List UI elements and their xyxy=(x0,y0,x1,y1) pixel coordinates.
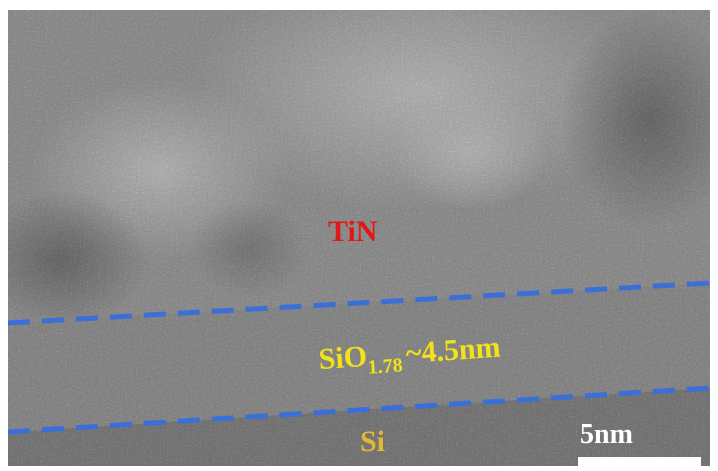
scale-bar xyxy=(578,457,701,466)
subscript: 1.78 xyxy=(367,354,403,378)
layer-label: Si xyxy=(360,425,385,458)
layer-label: TiN xyxy=(328,215,378,248)
formula: SiO xyxy=(318,340,369,376)
thickness: ~4.5nm xyxy=(405,331,502,371)
scale-bar-label: 5nm xyxy=(580,419,633,450)
micrograph: TiN SiO1.78~4.5nm Si 5nm xyxy=(0,0,718,471)
